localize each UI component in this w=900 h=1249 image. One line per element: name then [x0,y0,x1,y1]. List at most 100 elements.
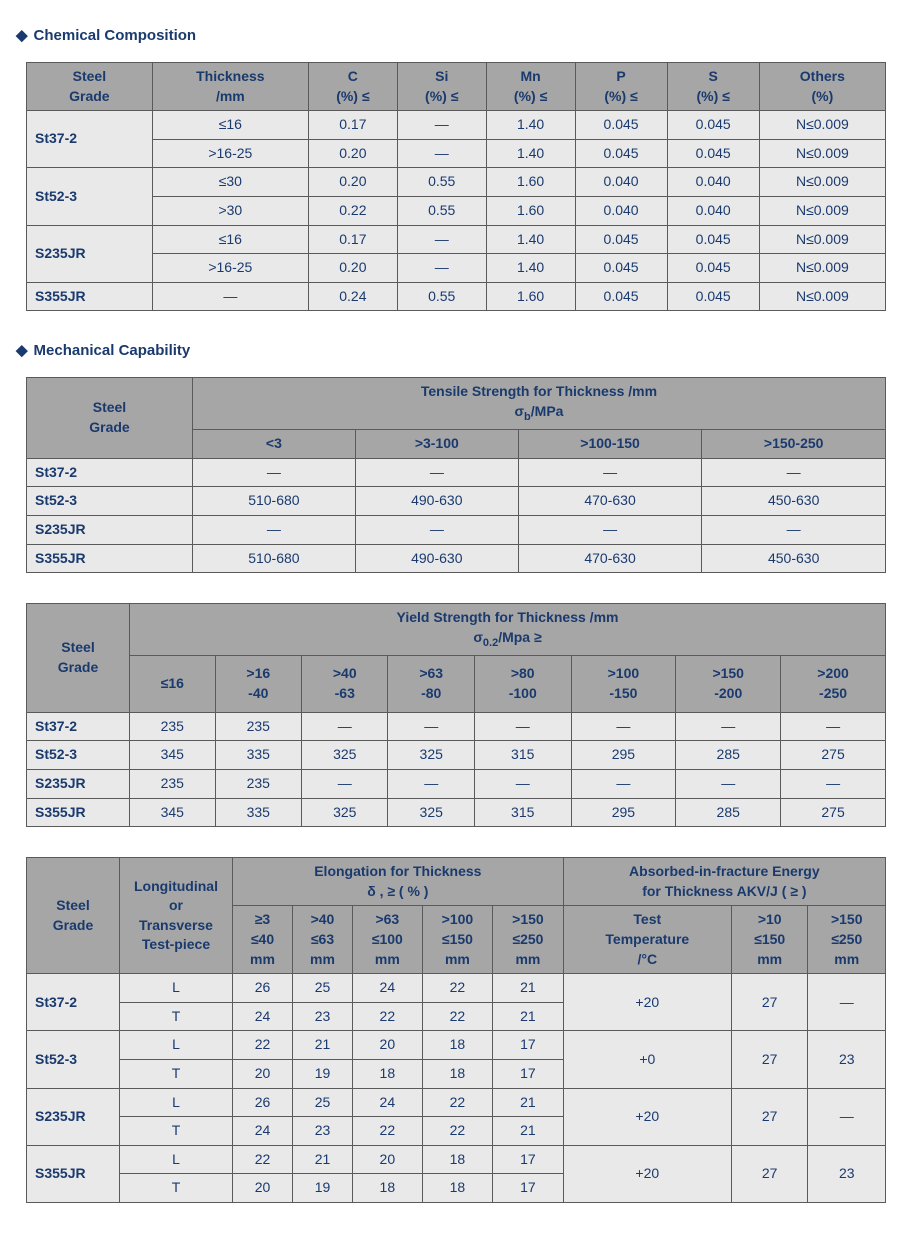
cell-value: 21 [292,1145,352,1174]
cell-value: 18 [352,1060,422,1089]
cell-value: 275 [781,798,886,827]
cell-value: 325 [388,741,474,770]
cell-o: N≤0.009 [759,111,885,140]
cell-value: 18 [422,1031,493,1060]
cell-value: 285 [676,798,781,827]
cell-p: 0.040 [575,196,667,225]
cell-value: 19 [292,1174,352,1203]
cell-value: — [676,770,781,799]
cell-value: 18 [422,1145,493,1174]
cell-value: 23 [292,1117,352,1146]
diamond-icon: ◆ [16,342,28,359]
th-acol: >150≤250mm [808,906,886,974]
th-mn: Mn(%) ≤ [486,63,575,111]
cell-value: 18 [422,1060,493,1089]
cell-value: 17 [493,1174,564,1203]
cell-grade: S235JR [27,770,130,799]
cell-akv: +20 [563,1088,731,1145]
cell-o: N≤0.009 [759,139,885,168]
th-ecol: >40≤63mm [292,906,352,974]
cell-lt: L [120,1088,233,1117]
th-c: C(%) ≤ [308,63,397,111]
cell-value: 22 [352,1002,422,1031]
th-col: >80-100 [474,655,571,712]
th-lt: LongitudinalorTransverseTest-piece [120,858,233,974]
cell-mn: 1.40 [486,111,575,140]
cell-o: N≤0.009 [759,282,885,311]
cell-value: 490-630 [355,487,518,516]
cell-c: 0.17 [308,111,397,140]
cell-value: 20 [352,1145,422,1174]
section-title-text: Mechanical Capability [34,342,191,359]
th-grade: SteelGrade [27,858,120,974]
cell-value: 345 [130,798,216,827]
cell-value: — [474,770,571,799]
cell-value: 25 [292,1088,352,1117]
cell-value: 335 [215,741,301,770]
cell-value: 21 [493,1088,564,1117]
cell-value: 24 [352,974,422,1003]
cell-value: 450-630 [702,544,886,573]
cell-value: 25 [292,974,352,1003]
th-col: >63-80 [388,655,474,712]
cell-grade: S235JR [27,515,193,544]
cell-value: 315 [474,741,571,770]
cell-value: — [355,515,518,544]
cell-mn: 1.60 [486,196,575,225]
cell-value: 490-630 [355,544,518,573]
th-acol: >10≤150mm [731,906,808,974]
cell-thick: ≤16 [152,225,308,254]
cell-value: 24 [233,1002,293,1031]
cell-p: 0.045 [575,111,667,140]
cell-si: — [397,254,486,283]
cell-akv: +20 [563,974,731,1031]
cell-value: 17 [493,1060,564,1089]
cell-si: 0.55 [397,168,486,197]
cell-value: 510-680 [192,487,355,516]
yield-table: SteelGrade Yield Strength for Thickness … [26,603,886,827]
th-grade: SteelGrade [27,378,193,458]
cell-p: 0.040 [575,168,667,197]
cell-value: 470-630 [518,544,702,573]
th-s: S(%) ≤ [667,63,759,111]
cell-thick: >16-25 [152,139,308,168]
cell-value: 235 [215,712,301,741]
cell-value: 18 [422,1174,493,1203]
cell-value: — [781,712,886,741]
cell-value: — [302,712,388,741]
cell-akv: 23 [808,1145,886,1202]
cell-value: 275 [781,741,886,770]
cell-s: 0.045 [667,225,759,254]
chemical-table: SteelGrade Thickness/mm C(%) ≤ Si(%) ≤ M… [26,62,886,311]
cell-akv: — [808,1088,886,1145]
cell-value: 20 [233,1174,293,1203]
th-col: >40-63 [302,655,388,712]
cell-s: 0.040 [667,168,759,197]
cell-o: N≤0.009 [759,254,885,283]
cell-value: — [676,712,781,741]
th-akv-title: Absorbed-in-fracture Energyfor Thickness… [563,858,885,906]
cell-akv: +0 [563,1031,731,1088]
cell-c: 0.24 [308,282,397,311]
th-col: >100-150 [571,655,676,712]
tensile-table: SteelGrade Tensile Strength for Thicknes… [26,377,886,573]
th-col: >3-100 [355,430,518,459]
cell-value: — [571,770,676,799]
cell-lt: T [120,1117,233,1146]
th-ecol: >63≤100mm [352,906,422,974]
cell-o: N≤0.009 [759,225,885,254]
cell-value: — [702,458,886,487]
th-others: Others(%) [759,63,885,111]
cell-grade: St52-3 [27,1031,120,1088]
cell-value: — [571,712,676,741]
cell-akv: — [808,974,886,1031]
cell-s: 0.045 [667,111,759,140]
cell-lt: L [120,1031,233,1060]
cell-value: 21 [493,974,564,1003]
cell-value: 21 [493,1002,564,1031]
cell-o: N≤0.009 [759,196,885,225]
cell-mn: 1.40 [486,225,575,254]
cell-akv: 27 [731,974,808,1031]
cell-value: — [781,770,886,799]
cell-value: 470-630 [518,487,702,516]
